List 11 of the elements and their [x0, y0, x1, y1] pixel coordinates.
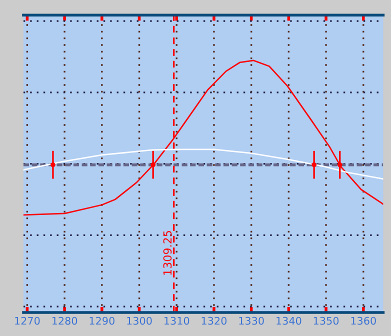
- x-tick-label: 1350: [314, 316, 339, 325]
- x-tick-label: 1290: [90, 316, 114, 325]
- x-tick-label: 1360: [351, 316, 376, 325]
- x-tick-label: 1320: [202, 316, 227, 325]
- x-tick-label: 1270: [15, 316, 40, 325]
- x-tick-label: 1310: [164, 316, 190, 325]
- x-tick-label: 1330: [239, 316, 264, 325]
- ref-line-label: 1309.25: [163, 231, 172, 275]
- x-tick-label: 1300: [127, 316, 152, 325]
- x-tick-label: 1280: [52, 316, 78, 325]
- x-tick-label: 1340: [276, 316, 302, 325]
